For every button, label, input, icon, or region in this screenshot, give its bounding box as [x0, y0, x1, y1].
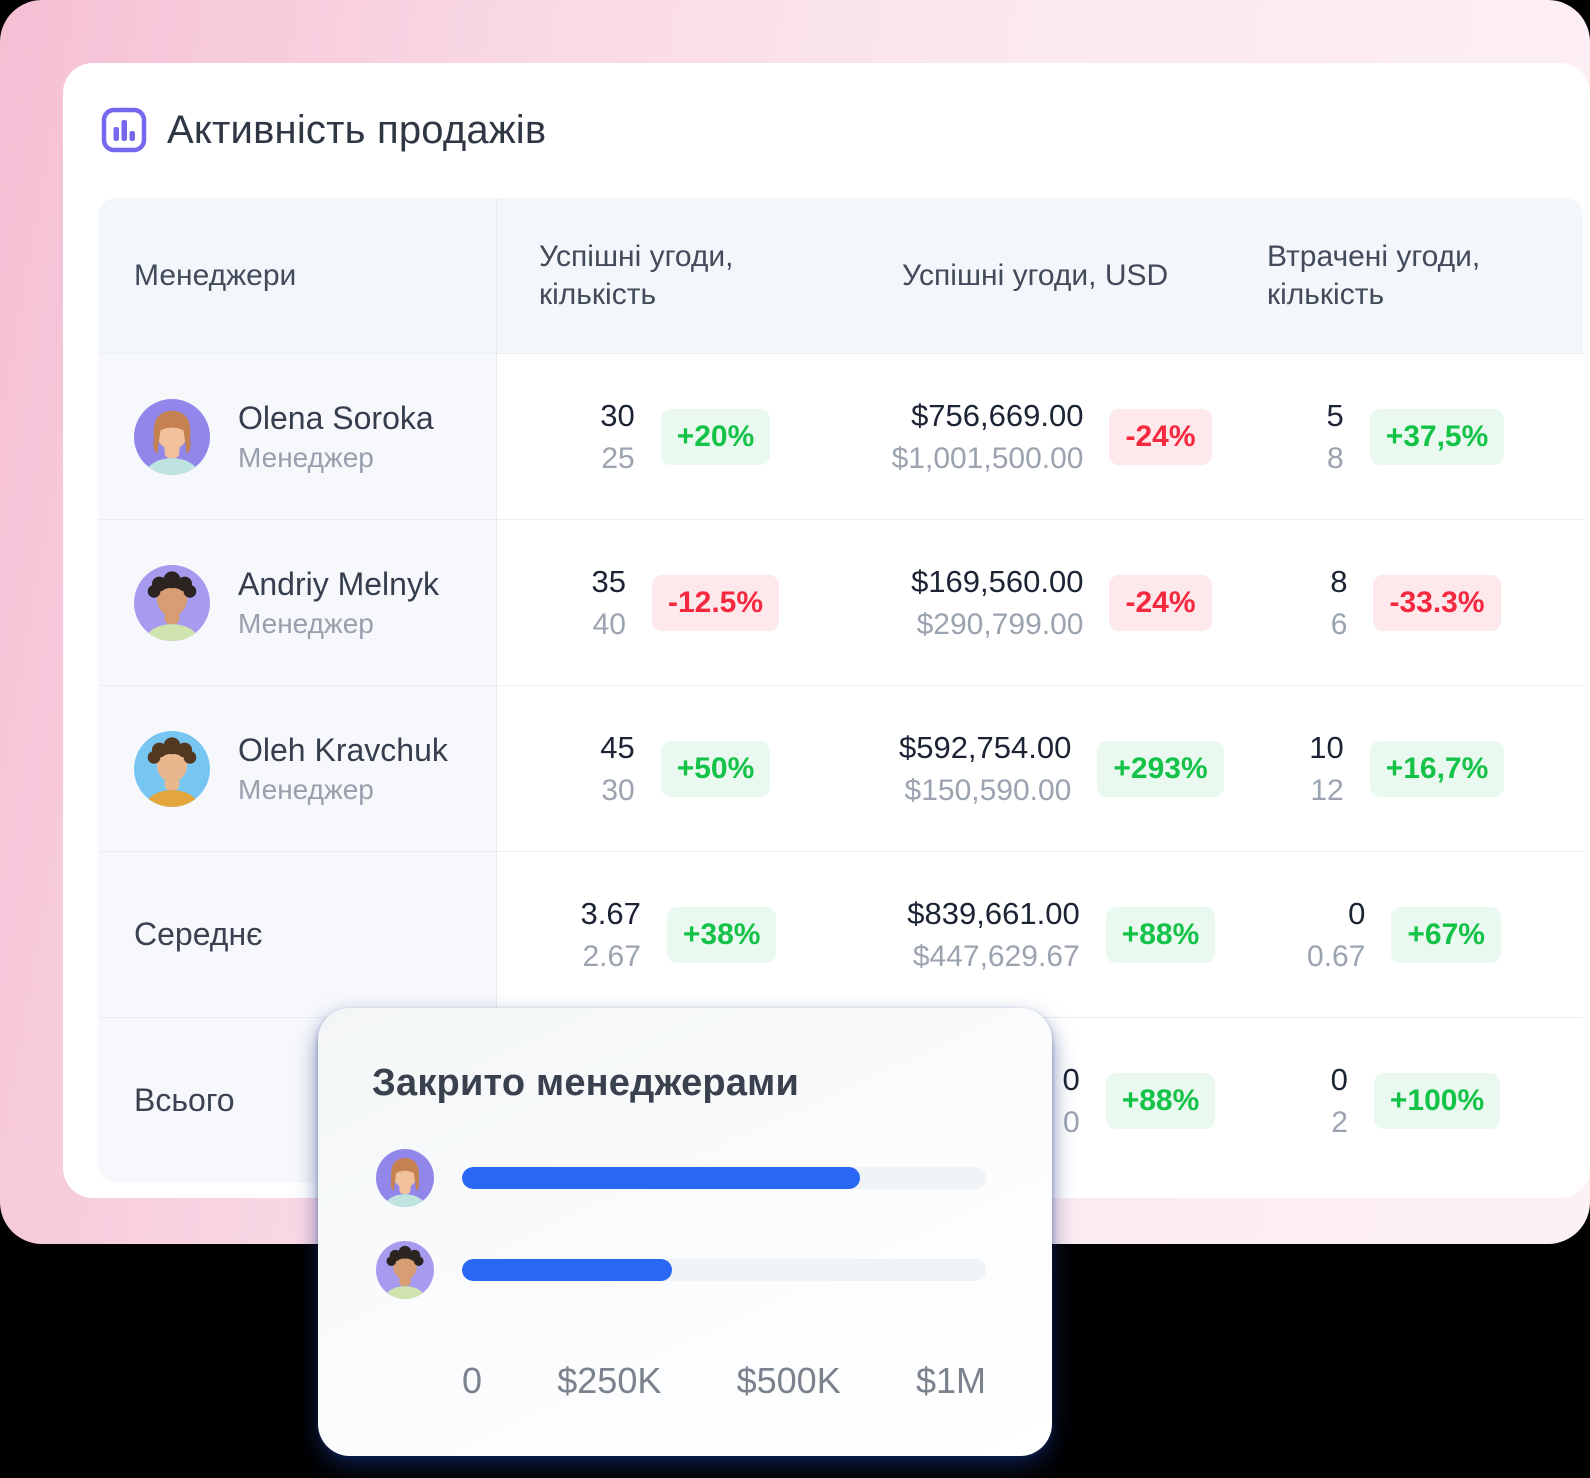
bar-row — [376, 1241, 986, 1299]
current-value: $756,669.00 — [911, 397, 1084, 433]
x-tick: $1M — [915, 1360, 986, 1401]
previous-value: $1,001,500.00 — [891, 441, 1084, 475]
col-header-lost-count: Втрачені угоди, кількість — [1267, 240, 1481, 311]
avatar — [376, 1149, 434, 1207]
change-badge: -24% — [1109, 574, 1212, 631]
previous-value: 30 — [601, 773, 635, 807]
previous-value: $290,799.00 — [916, 607, 1084, 641]
current-value: $169,560.00 — [911, 563, 1084, 599]
won-usd-cell: 0 0 +88% — [860, 1018, 1225, 1183]
lost-count-cell: 8 6 -33.3% — [1225, 520, 1583, 685]
previous-value: 12 — [1310, 773, 1344, 807]
previous-value: $150,590.00 — [904, 773, 1072, 807]
previous-value: 2.67 — [582, 939, 641, 973]
current-value: 8 — [1330, 563, 1348, 599]
page-title: Активність продажів — [167, 107, 547, 152]
bar-fill — [462, 1259, 672, 1281]
previous-value: 6 — [1330, 607, 1348, 641]
col-header-managers: Менеджери — [98, 198, 497, 353]
previous-value: 8 — [1327, 441, 1344, 475]
previous-value: $447,629.67 — [912, 939, 1080, 973]
previous-value: 25 — [601, 441, 635, 475]
closed-by-managers-card: Закрито менеджерами — [318, 1008, 1052, 1456]
won-usd-cell: $756,669.00 $1,001,500.00 -24% — [860, 354, 1225, 519]
change-badge: -33.3% — [1373, 574, 1501, 631]
overlay-title: Закрито менеджерами — [372, 1062, 800, 1104]
current-value: $839,661.00 — [907, 895, 1080, 931]
table-row: Oleh Kravchuk Менеджер 45 30 +50% $592,7… — [98, 685, 1583, 851]
won-usd-cell: $592,754.00 $150,590.00 +293% — [860, 686, 1225, 851]
bar-row — [376, 1149, 986, 1207]
table-row: Andriy Melnyk Менеджер 35 40 -12.5% $169… — [98, 519, 1583, 685]
avatar — [134, 730, 210, 807]
won-usd-cell: $839,661.00 $447,629.67 +88% — [860, 852, 1225, 1017]
change-badge: +88% — [1105, 906, 1216, 963]
change-badge: +37,5% — [1369, 408, 1505, 465]
x-axis: 0 $250K $500K $1M — [462, 1360, 986, 1402]
col-header-won-usd: Успішні угоди, USD — [902, 258, 1169, 292]
card-header: Активність продажів — [63, 63, 1590, 153]
previous-value: 0.67 — [1307, 939, 1366, 973]
current-value: 35 — [591, 563, 626, 599]
change-badge: +67% — [1391, 906, 1501, 963]
summary-label: Середнє — [134, 916, 263, 952]
manager-role: Менеджер — [238, 607, 374, 639]
horizontal-bar-chart — [318, 1105, 1052, 1299]
change-badge: +20% — [660, 408, 771, 465]
won-count-cell: 30 25 +20% — [497, 354, 860, 519]
x-tick: $250K — [557, 1360, 662, 1401]
manager-name: Oleh Kravchuk — [238, 731, 448, 768]
previous-value: 0 — [1063, 1105, 1080, 1139]
change-badge: -12.5% — [651, 574, 780, 631]
change-badge: +100% — [1373, 1072, 1501, 1129]
lost-count-cell: 0 0.67 +67% — [1225, 852, 1583, 1017]
bar-fill — [462, 1167, 861, 1189]
change-badge: +88% — [1105, 1072, 1216, 1129]
current-value: 30 — [600, 397, 635, 433]
bar-track — [462, 1259, 986, 1281]
current-value: 0 — [1062, 1061, 1080, 1097]
previous-value: 2 — [1331, 1105, 1348, 1139]
change-badge: +16,7% — [1369, 740, 1505, 797]
current-value: 45 — [600, 729, 635, 765]
current-value: 0 — [1330, 1061, 1348, 1097]
manager-role: Менеджер — [238, 773, 374, 805]
bar-track — [462, 1167, 986, 1189]
summary-row-average: Середнє 3.67 2.67 +38% $839,661.00 $447,… — [98, 851, 1583, 1017]
summary-label: Всього — [134, 1082, 235, 1118]
manager-name: Olena Soroka — [238, 399, 434, 436]
manager-role: Менеджер — [238, 441, 374, 473]
won-count-cell: 35 40 -12.5% — [497, 520, 860, 685]
current-value: $592,754.00 — [898, 729, 1072, 765]
current-value: 10 — [1309, 729, 1344, 765]
lost-count-cell: 0 2 +100% — [1225, 1018, 1583, 1183]
won-usd-cell: $169,560.00 $290,799.00 -24% — [860, 520, 1225, 685]
current-value: 3.67 — [580, 895, 641, 931]
manager-name: Andriy Melnyk — [238, 565, 439, 602]
table-row: Olena Soroka Менеджер 30 25 +20% $756,66… — [98, 353, 1583, 519]
x-tick: 0 — [462, 1360, 483, 1401]
x-tick: $500K — [736, 1360, 841, 1401]
current-value: 0 — [1348, 895, 1366, 931]
col-header-won-count: Успішні угоди, кількість — [539, 240, 734, 311]
lost-count-cell: 5 8 +37,5% — [1225, 354, 1583, 519]
lost-count-cell: 10 12 +16,7% — [1225, 686, 1583, 851]
avatar — [376, 1241, 434, 1299]
won-count-cell: 45 30 +50% — [497, 686, 860, 851]
previous-value: 40 — [592, 607, 626, 641]
change-badge: +293% — [1097, 740, 1224, 797]
won-count-cell: 3.67 2.67 +38% — [497, 852, 860, 1017]
change-badge: +38% — [666, 906, 777, 963]
table-header-row: Менеджери Успішні угоди, кількість Успіш… — [98, 198, 1583, 353]
avatar — [134, 398, 210, 475]
bar-chart-icon — [101, 107, 147, 153]
avatar — [134, 564, 210, 641]
change-badge: -24% — [1109, 408, 1212, 465]
change-badge: +50% — [660, 740, 771, 797]
current-value: 5 — [1326, 397, 1344, 433]
